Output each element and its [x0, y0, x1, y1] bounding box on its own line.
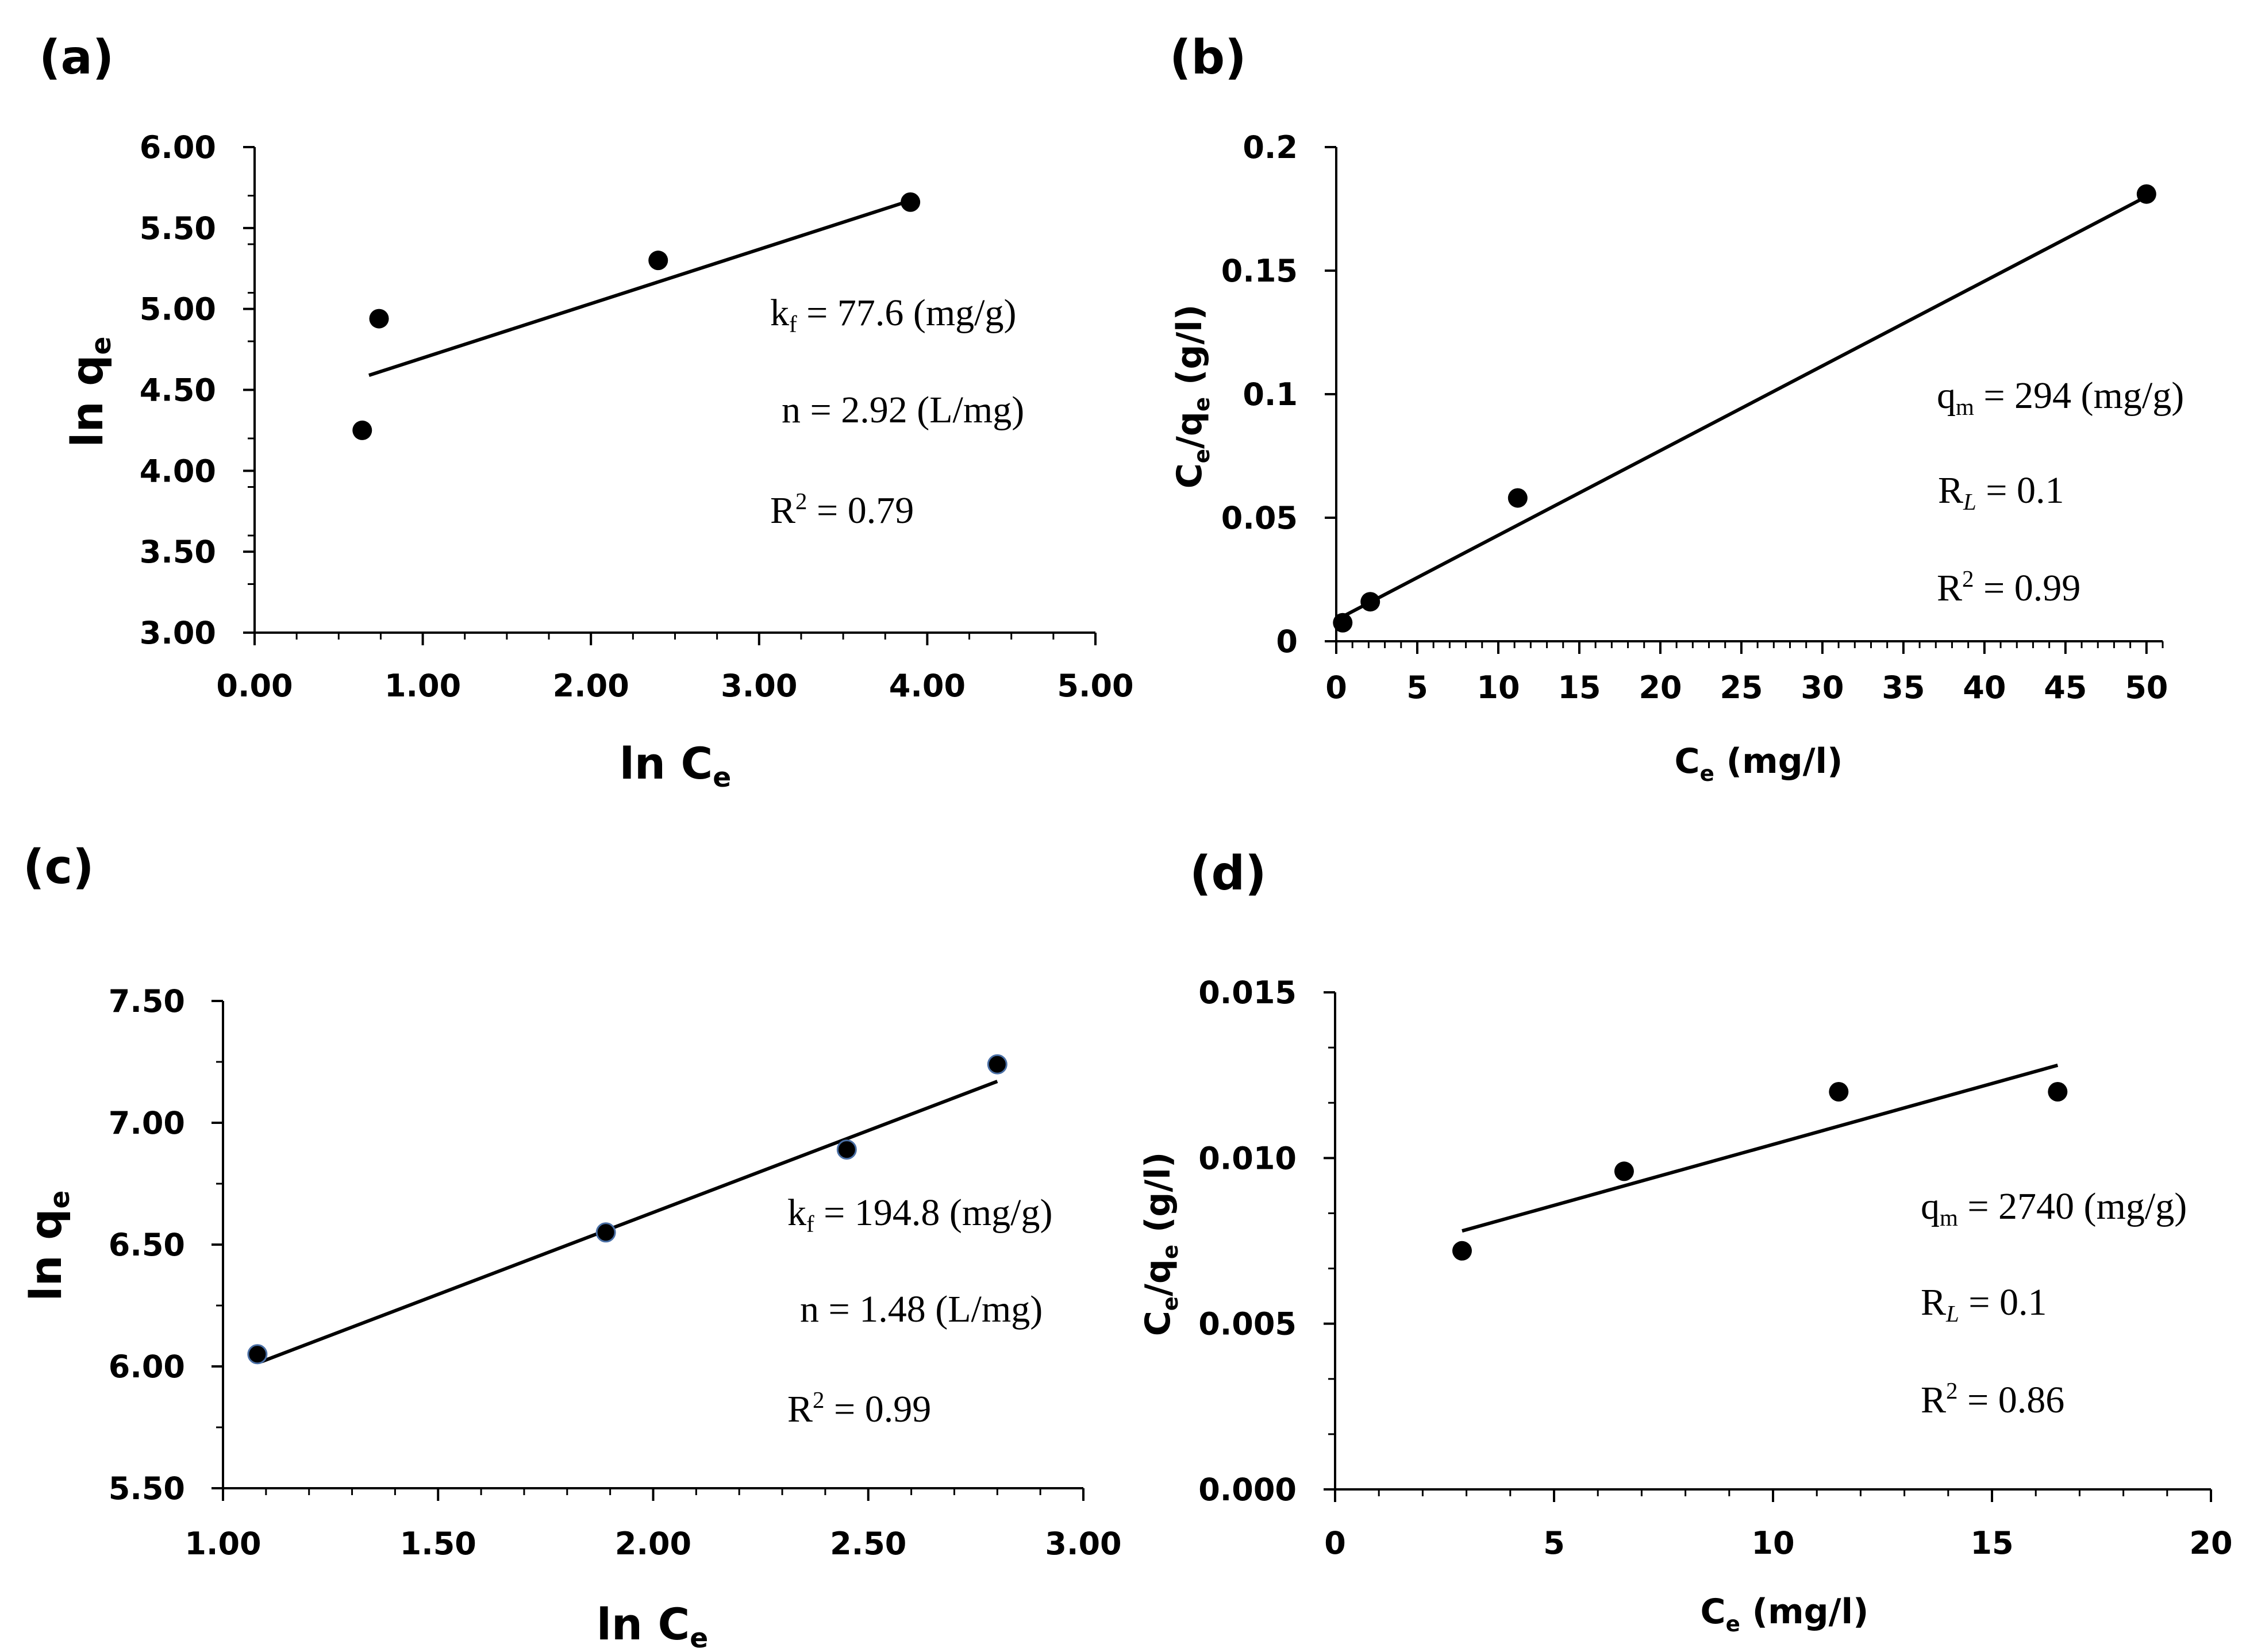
- y-axis-label: ln qe: [20, 1191, 76, 1301]
- annotation-text: R2 = 0.86: [1921, 1378, 2064, 1421]
- x-tick-label: 10: [1476, 669, 1520, 706]
- x-tick-label: 2.50: [830, 1526, 906, 1562]
- data-point: [595, 1222, 616, 1243]
- trendline: [1462, 1063, 2059, 1233]
- annotation-text: qm = 294 (mg/g): [1937, 375, 2184, 420]
- x-tick-label: 0: [1324, 1525, 1346, 1561]
- y-tick-label: 7.00: [109, 1105, 185, 1141]
- y-tick-label: 0.010: [1198, 1140, 1297, 1176]
- x-tick-label: 5: [1406, 669, 1428, 706]
- x-tick-label: 1.00: [184, 1526, 261, 1562]
- x-tick-label: 5.00: [1057, 668, 1133, 704]
- y-tick-label: 0.015: [1198, 975, 1297, 1011]
- x-tick-label: 3.00: [721, 668, 797, 704]
- annotation-text: n = 2.92 (L/mg): [782, 389, 1024, 431]
- y-tick-label: 4.00: [140, 453, 216, 489]
- data-point: [836, 1139, 857, 1160]
- y-axis-label: Ce/qe (g/l): [1138, 1152, 1183, 1337]
- data-point: [1333, 613, 1353, 633]
- x-tick-label: 1.50: [400, 1526, 476, 1562]
- x-axis-label: ln Ce: [620, 738, 731, 794]
- x-tick-label: 30: [1801, 669, 1844, 706]
- trendline: [261, 1080, 998, 1364]
- annotation-text: RL = 0.1: [1921, 1281, 2047, 1327]
- y-tick-label: 7.50: [109, 983, 185, 1019]
- y-tick-label: 6.00: [109, 1349, 185, 1385]
- x-tick-label: 3.00: [1045, 1526, 1121, 1562]
- y-tick-label: 5.50: [140, 210, 216, 247]
- x-tick-label: 20: [2189, 1525, 2232, 1561]
- x-tick-label: 25: [1720, 669, 1763, 706]
- trendline: [1341, 195, 2148, 618]
- annotation-text: kf = 77.6 (mg/g): [770, 292, 1016, 337]
- y-axis-label: Ce/qe (g/l): [1170, 305, 1214, 489]
- y-tick-label: 3.00: [140, 615, 216, 651]
- data-point: [369, 309, 389, 329]
- y-tick-label: 0.1: [1243, 376, 1298, 413]
- data-point: [2136, 184, 2156, 204]
- panel-b: (b) 0 5 10 15 20 25 30 35 40 45 50 0 0.05 0.1 0.15 0.2 Ce…: [1170, 30, 2184, 786]
- y-tick-label: 4.50: [140, 372, 216, 409]
- data-point: [1452, 1241, 1472, 1261]
- x-axis-label: ln Ce: [597, 1599, 708, 1652]
- data-point: [1508, 488, 1528, 508]
- data-point: [2048, 1082, 2068, 1102]
- y-tick-label: 6.00: [140, 129, 216, 165]
- y-tick-label: 5.00: [140, 291, 216, 328]
- y-tick-label: 0.15: [1221, 253, 1298, 289]
- x-tick-label: 35: [1882, 669, 1925, 706]
- x-tick-label: 4.00: [889, 668, 966, 704]
- annotation-text: RL = 0.1: [1938, 469, 2064, 515]
- x-tick-label: 2.00: [615, 1526, 691, 1562]
- data-point: [648, 251, 668, 271]
- x-tick-label: 0: [1325, 669, 1347, 706]
- x-tick-label: 50: [2125, 669, 2168, 706]
- y-tick-label: 0.000: [1198, 1472, 1297, 1508]
- panel-label: (a): [39, 30, 114, 85]
- data-point: [901, 192, 921, 212]
- data-point: [1829, 1082, 1849, 1102]
- panel-d: (d) 0 5 10 15 20 0.000 0.005 0.010 0.015 Ce (mg/l)…: [1138, 846, 2233, 1636]
- data-point: [1614, 1161, 1634, 1181]
- annotation-text: kf = 194.8 (mg/g): [787, 1192, 1052, 1237]
- annotation-text: R2 = 0.99: [1937, 566, 2081, 609]
- y-tick-label: 5.50: [109, 1470, 185, 1507]
- x-tick-label: 5: [1543, 1525, 1565, 1561]
- data-point: [247, 1344, 268, 1365]
- data-point: [987, 1054, 1007, 1075]
- panel-a: (a) 0.00 1.00 2.00 3.00 4.00 5.00 3.00 3.50 4.00 4…: [39, 30, 1134, 794]
- y-tick-label: 0.2: [1243, 129, 1298, 165]
- annotation-text: qm = 2740 (mg/g): [1921, 1185, 2187, 1231]
- x-axis-label: Ce (mg/l): [1675, 741, 1843, 786]
- x-tick-label: 1.00: [384, 668, 461, 704]
- panel-c: (c) 1.00 1.50 2.00 2.50 3.00 5.50 6.00 6.50 7.00 7…: [20, 840, 1122, 1652]
- trendline: [368, 199, 912, 378]
- panel-label: (b): [1170, 30, 1247, 85]
- panel-label: (d): [1190, 846, 1267, 901]
- y-tick-label: 0.05: [1221, 500, 1298, 536]
- x-tick-label: 45: [2044, 669, 2087, 706]
- data-point: [1360, 592, 1380, 612]
- x-tick-label: 10: [1751, 1525, 1794, 1561]
- x-tick-label: 2.00: [553, 668, 629, 704]
- x-tick-label: 0.00: [216, 668, 293, 704]
- annotation-text: R2 = 0.99: [787, 1387, 931, 1430]
- y-axis-label: ln qe: [61, 337, 117, 448]
- x-tick-label: 15: [1970, 1525, 2013, 1561]
- data-point: [352, 420, 372, 440]
- panel-label: (c): [23, 840, 94, 895]
- annotation-text: n = 1.48 (L/mg): [800, 1288, 1043, 1330]
- x-tick-label: 15: [1558, 669, 1601, 706]
- x-tick-label: 40: [1963, 669, 2006, 706]
- y-tick-label: 0: [1276, 623, 1298, 660]
- x-tick-label: 20: [1639, 669, 1682, 706]
- y-tick-label: 0.005: [1198, 1306, 1297, 1342]
- y-tick-label: 3.50: [140, 534, 216, 570]
- x-axis-label: Ce (mg/l): [1701, 1592, 1869, 1636]
- y-tick-label: 6.50: [109, 1227, 185, 1263]
- annotation-text: R2 = 0.79: [770, 488, 914, 532]
